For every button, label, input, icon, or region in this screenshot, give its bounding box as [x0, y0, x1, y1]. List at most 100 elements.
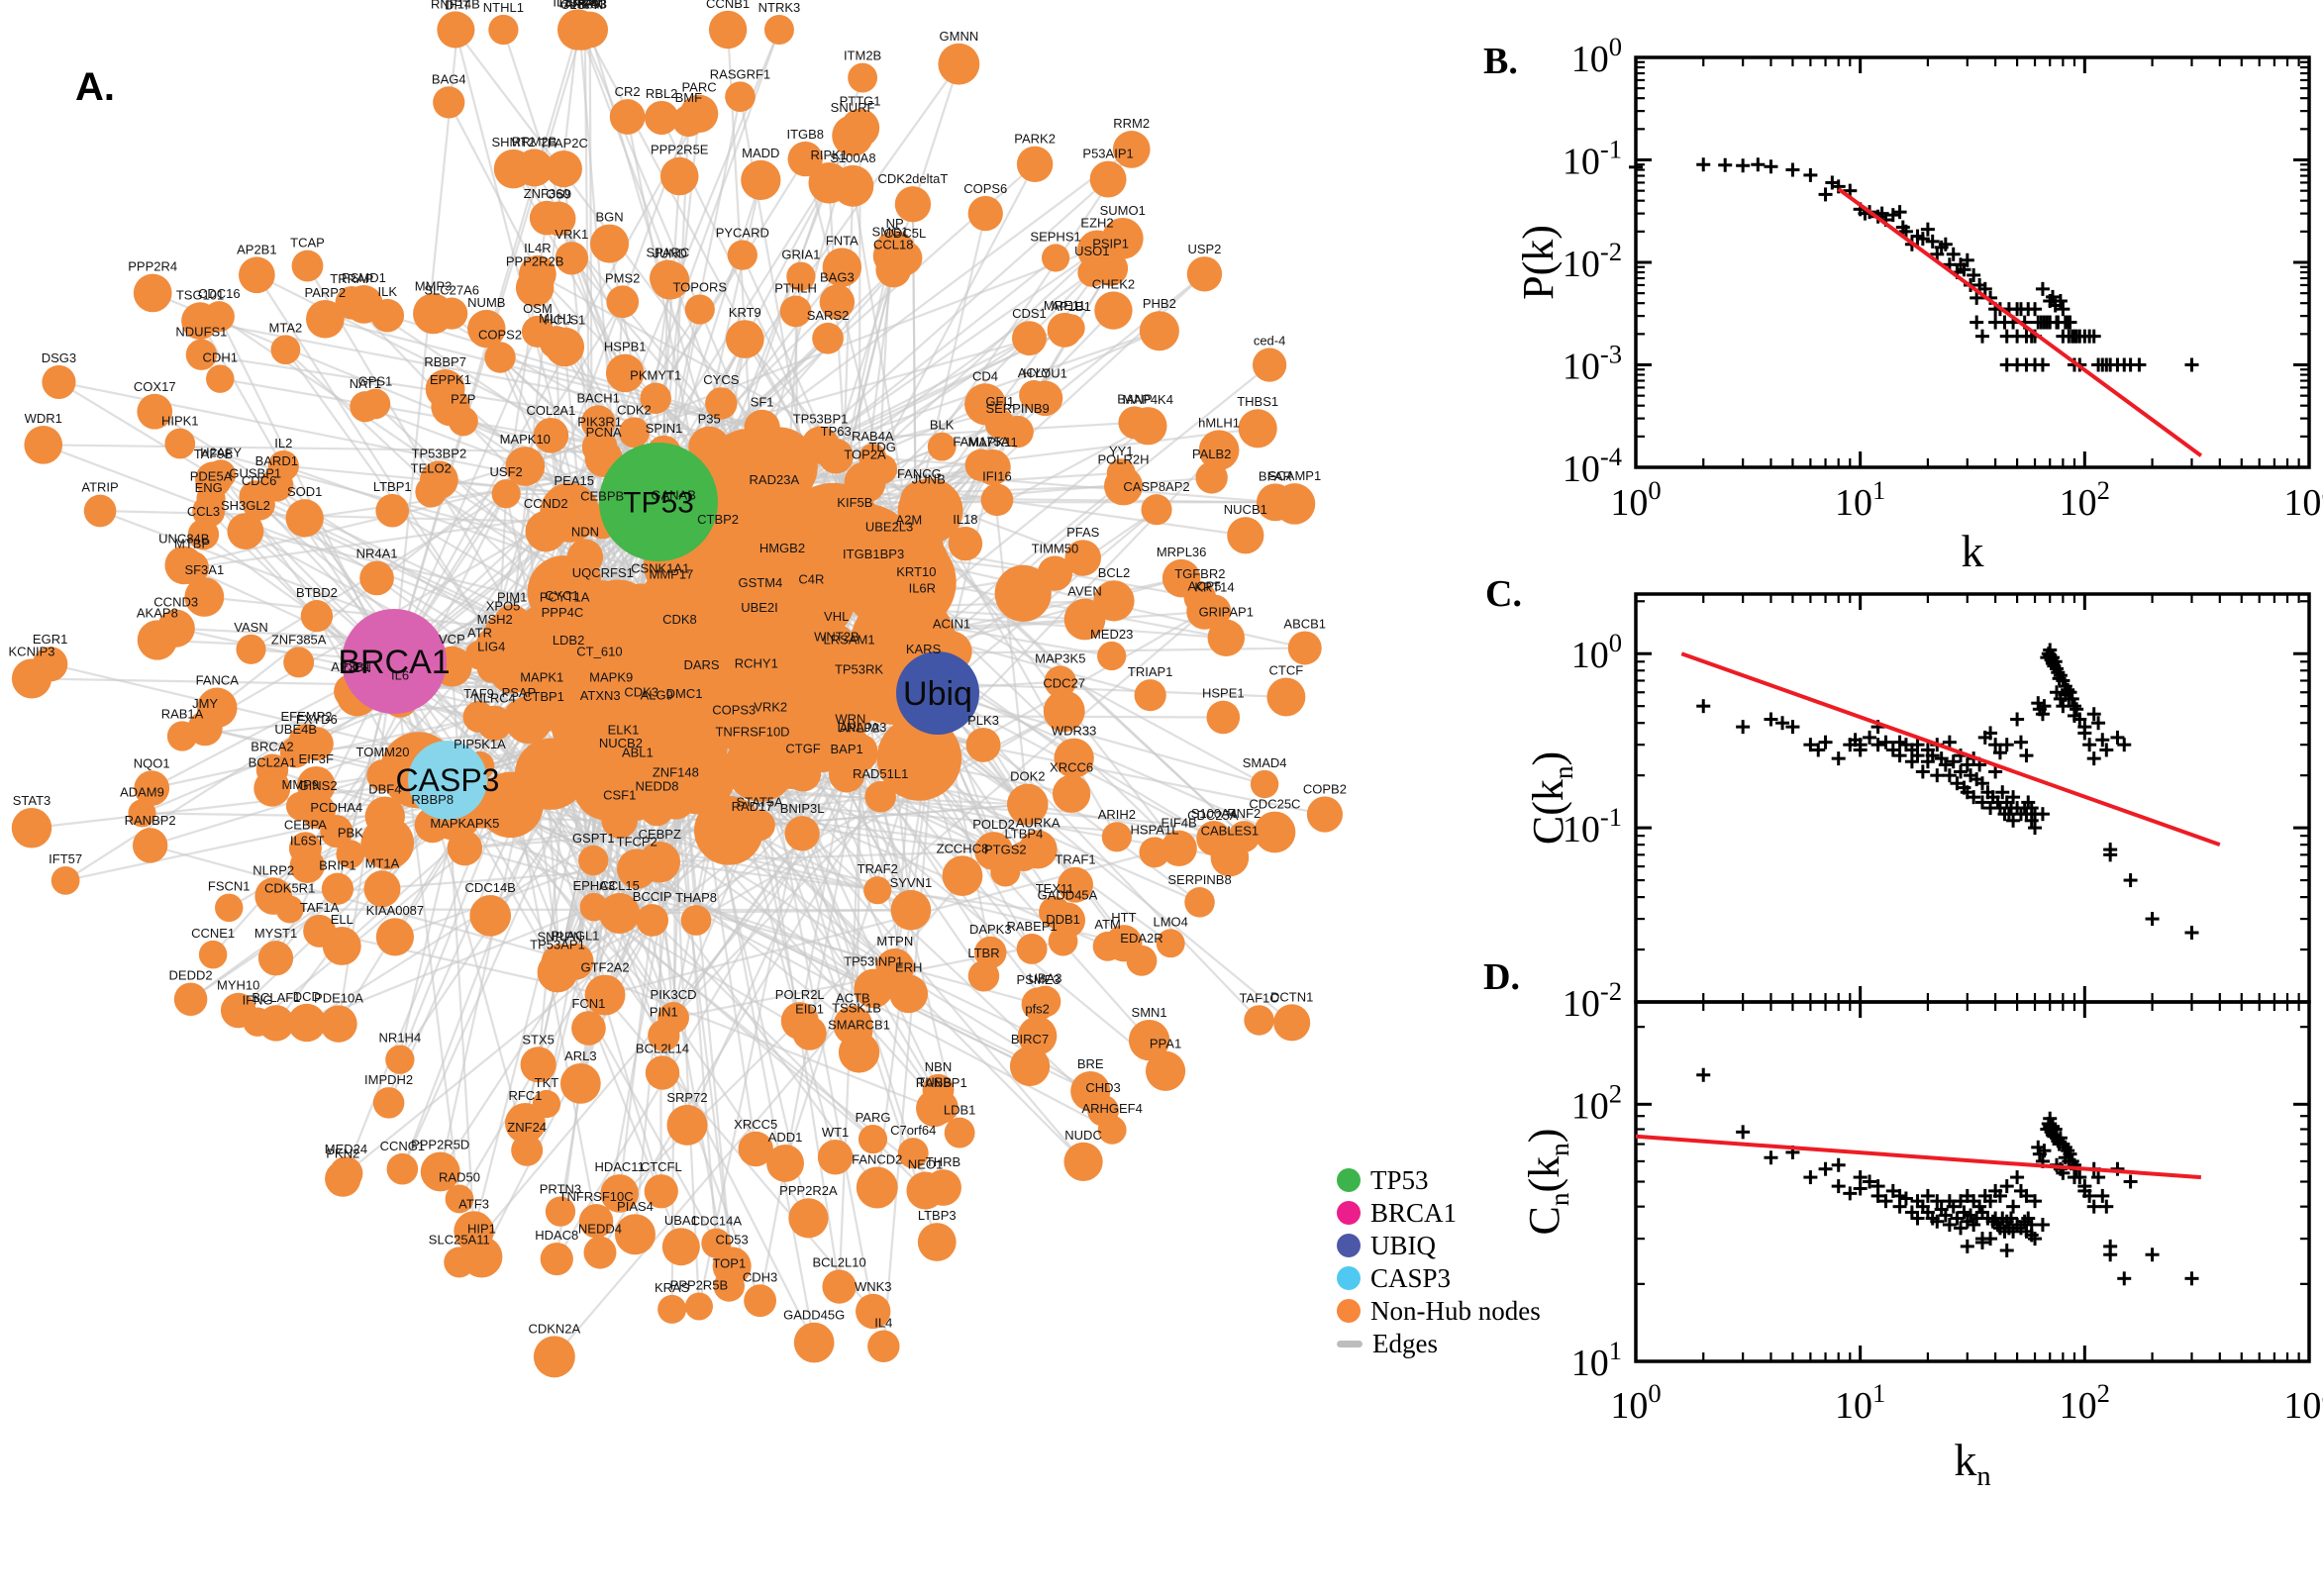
network-node-label: ced-4 [1254, 333, 1286, 348]
network-node [566, 539, 604, 575]
axis-label: P(k) [1514, 225, 1563, 300]
network-node-label: PBK [338, 825, 363, 840]
network-node [375, 493, 410, 528]
network-node-label: AP2B1 [237, 242, 276, 256]
network-node-label: ATR [467, 626, 492, 641]
network-node-label: MTPN [876, 934, 913, 948]
network-node-label: BRCA2 [251, 740, 293, 754]
network-node-label: GANAB [651, 487, 696, 502]
network-node-label: MRE11 [1044, 298, 1085, 313]
network-node [215, 893, 244, 923]
legend-label: CASP3 [1370, 1262, 1452, 1293]
network-node-label: GFI1 [985, 394, 1014, 409]
network-node-label: MSH2 [477, 612, 513, 627]
network-node-label: TKT [535, 1075, 559, 1090]
network-node-label: CDK5R1 [264, 880, 315, 895]
network-node-label: BCL2L14 [636, 1041, 689, 1055]
network-node [359, 560, 394, 596]
network-node-label: COL2A1 [526, 403, 575, 418]
network-node-label: TCAP [290, 236, 325, 250]
network-node-label: CSNK1A1 [631, 560, 689, 575]
plot-frame [1634, 55, 2311, 469]
network-node-label: GRIPAP1 [1199, 605, 1254, 620]
network-node [533, 1336, 575, 1378]
network-node-label: VHL [824, 609, 849, 624]
network-node-label: CDK2 [617, 402, 652, 417]
network-node-label: NR1H4 [379, 1031, 422, 1046]
tick-label: 101 [1571, 1336, 1622, 1384]
network-node-label: STAT3 [13, 793, 51, 808]
network-node-label: BCL2L10 [812, 1254, 865, 1269]
network-node-label: CCNG1 [380, 1139, 426, 1153]
hub-label-brca1: BRCA1 [338, 644, 450, 681]
network-node [737, 813, 767, 844]
network-node-label: NQO1 [134, 755, 170, 770]
network-node-label: UBE4B [274, 722, 317, 737]
network-node [713, 1270, 746, 1302]
network-node-label: AVEN [1067, 584, 1101, 599]
network-node-label: ILK [378, 284, 398, 299]
network-node [1009, 1046, 1051, 1087]
network-node [980, 483, 1014, 517]
network-node [606, 737, 641, 771]
network-node-label: RFC1 [508, 1088, 542, 1103]
network-node [83, 494, 117, 528]
panel-a-label: A. [75, 65, 115, 109]
network-node-label: MAPK11 [967, 435, 1017, 449]
network-node [364, 796, 406, 837]
network-node-label: ZCCHC8 [937, 841, 989, 855]
network-node-label: DCD [293, 989, 321, 1004]
network-node [1037, 555, 1073, 591]
tick-label: 100 [1571, 32, 1622, 80]
network-node-label: PIK3CD [651, 987, 697, 1002]
network-node-label: DPT [445, 0, 470, 13]
network-node-label: POLD2 [972, 817, 1015, 832]
network-node [11, 808, 52, 848]
network-node [164, 428, 196, 459]
network-node-label: ARHGEF4 [1081, 1101, 1142, 1116]
network-node-label: CDK2deltaT [878, 171, 949, 186]
network-node-label: PIP5K1A [454, 737, 506, 751]
network-node [257, 941, 294, 976]
network-node-label: OS9 [546, 186, 571, 201]
network-node-label: TOP2A [844, 447, 886, 461]
network-node-label: ALG9 [641, 687, 673, 702]
network-node-label: IL6R [909, 580, 936, 595]
network-node [779, 295, 812, 328]
network-node-label: LRSAM1 [824, 632, 875, 647]
network-node-label: FANCA [196, 673, 240, 688]
network-node [184, 577, 225, 617]
network-node-label: CTGF [785, 741, 820, 755]
network-node [1197, 822, 1229, 854]
network-node [1250, 769, 1279, 799]
network-node [890, 889, 932, 931]
network-node [1057, 314, 1085, 343]
network-node-label: LTBP4 [1005, 827, 1044, 842]
network-node [288, 832, 322, 865]
network-node-label: BRIP1 [319, 858, 356, 873]
network-node-label: A2M [895, 512, 922, 527]
network-node-label: BGN [595, 210, 623, 225]
network-node-label: ZNF385A [271, 632, 327, 647]
network-node [444, 1247, 475, 1278]
network-node-label: TAF1C [1239, 990, 1278, 1005]
hub-label-tp53: TP53 [623, 487, 694, 520]
legend-item: BRCA1 [1337, 1199, 1541, 1226]
network-node [938, 43, 980, 85]
network-node-label: ENG [195, 480, 223, 495]
hub-node-tp53 [599, 443, 718, 561]
network-node [1145, 1050, 1186, 1091]
network-node-label: CDS1 [1012, 306, 1047, 321]
network-node-label: MYH10 [217, 978, 259, 993]
network-node-label: RCHY1 [735, 655, 778, 670]
network-node [614, 1214, 656, 1255]
data-points [1696, 643, 2199, 941]
network-node [832, 115, 873, 156]
network-node-label: CDC27 [1043, 675, 1085, 690]
network-node [335, 286, 369, 320]
network-node [868, 534, 910, 574]
network-node-label: MAP4K4 [1123, 392, 1173, 407]
network-node-label: HMGB2 [759, 541, 805, 555]
network-node-label: STAT5A [736, 795, 783, 810]
network-node-label: SMAD4 [1243, 755, 1287, 770]
